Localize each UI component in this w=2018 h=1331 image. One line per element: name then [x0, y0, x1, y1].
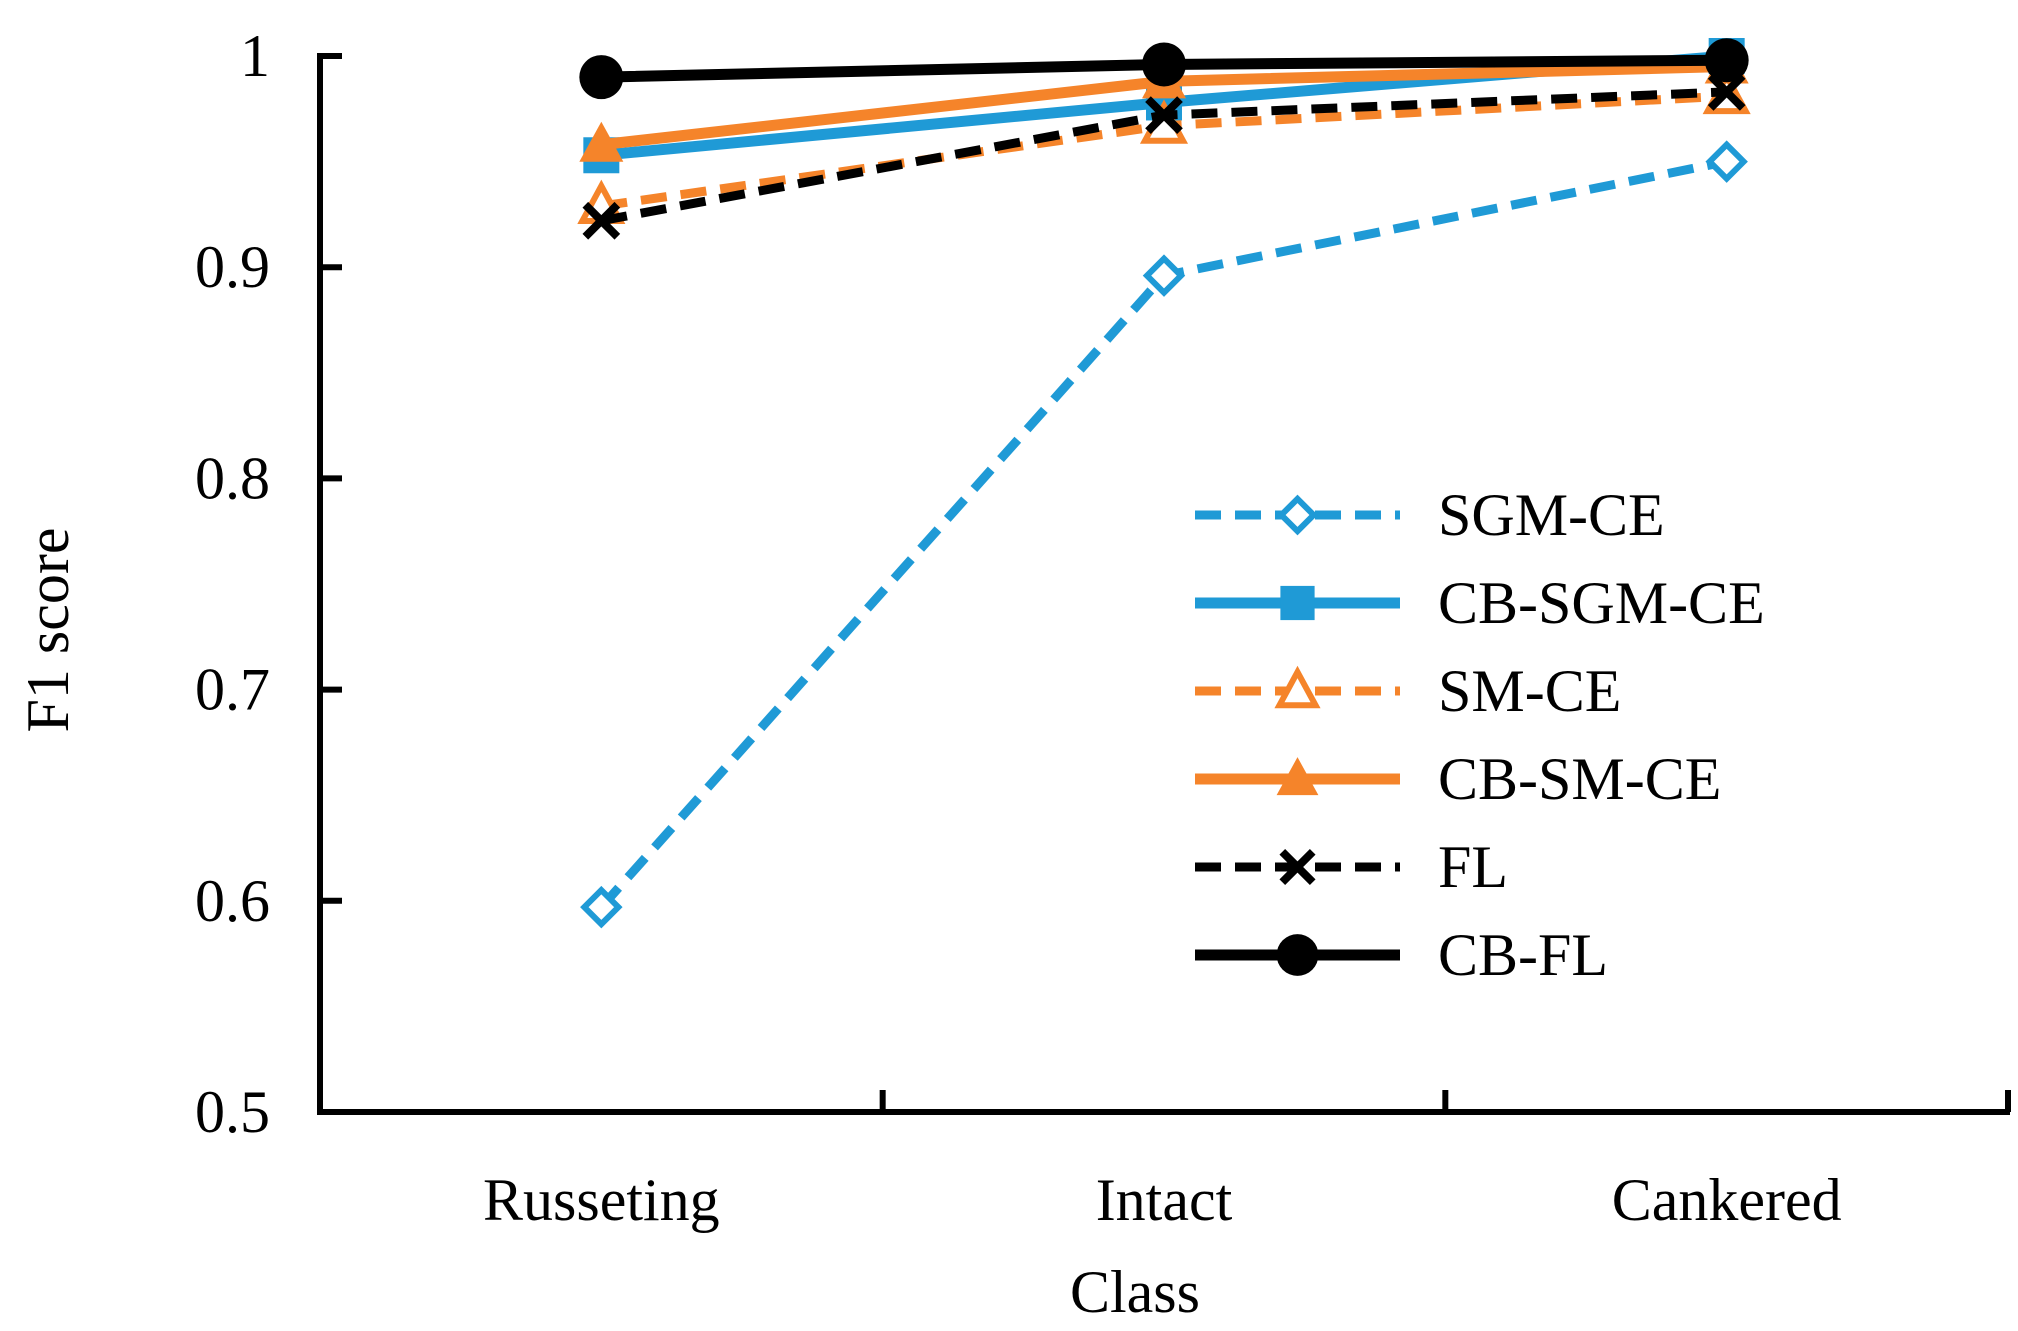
- legend-label: SM-CE: [1438, 658, 1621, 724]
- x-tick-label: Intact: [1096, 1167, 1233, 1233]
- x-axis-title: Class: [1070, 1259, 1200, 1325]
- data-point: [579, 121, 624, 162]
- legend-label: FL: [1438, 834, 1508, 900]
- series-layer: [577, 38, 1751, 929]
- x-axis-ticks: Russeting Intact Cankered: [483, 1090, 2011, 1233]
- data-point: [580, 885, 623, 929]
- x-tick-label: Cankered: [1612, 1167, 1842, 1233]
- x-tick-label: Russeting: [483, 1167, 720, 1233]
- y-tick-label: 0.6: [195, 868, 270, 934]
- legend-label: CB-SM-CE: [1438, 746, 1721, 812]
- series-cb-fl: [579, 38, 1749, 100]
- y-tick-label: 0.8: [195, 445, 270, 511]
- data-point: [1142, 42, 1186, 87]
- y-axis-ticks: 0.5 0.6 0.7 0.8 0.9 1: [195, 23, 342, 1145]
- legend-marker: [1279, 848, 1316, 886]
- data-point: [1142, 254, 1186, 297]
- y-tick-label: 0.7: [195, 657, 270, 723]
- plot-area: 0.5 0.6 0.7 0.8 0.9 1 Russeting Intact Cankered: [195, 23, 2011, 1233]
- legend-item: CB-FL: [1195, 922, 1608, 988]
- y-tick-label: 0.9: [195, 234, 270, 300]
- data-point: [579, 55, 624, 100]
- y-tick-label: 0.5: [195, 1079, 270, 1145]
- data-point: [1705, 140, 1748, 183]
- legend-marker: [1280, 585, 1315, 621]
- legend-marker: [1276, 934, 1319, 976]
- data-point: [1145, 96, 1183, 134]
- legend-marker: [1276, 757, 1319, 796]
- legend-marker: [1277, 494, 1318, 536]
- legend-label: SGM-CE: [1438, 482, 1665, 548]
- legend-marker: [1274, 665, 1321, 709]
- series-fl: [582, 73, 1746, 240]
- data-point: [1704, 38, 1749, 83]
- data-point: [582, 201, 621, 240]
- y-tick-label: 1: [240, 23, 270, 89]
- legend-item: SGM-CE: [1195, 482, 1665, 548]
- series-sgm-ce: [580, 140, 1748, 929]
- legend-label: CB-SGM-CE: [1438, 570, 1765, 636]
- data-point: [1707, 73, 1746, 111]
- legend: SGM-CE CB-SGM-CE SM-CE CB-SM-CE FL CB-FL: [1195, 482, 1765, 988]
- legend-item: SM-CE: [1195, 658, 1621, 724]
- legend-item: CB-SM-CE: [1195, 746, 1721, 812]
- y-axis-title: F1 score: [15, 528, 81, 733]
- legend-item: FL: [1195, 834, 1508, 900]
- legend-label: CB-FL: [1438, 922, 1608, 988]
- legend-item: CB-SGM-CE: [1195, 570, 1765, 636]
